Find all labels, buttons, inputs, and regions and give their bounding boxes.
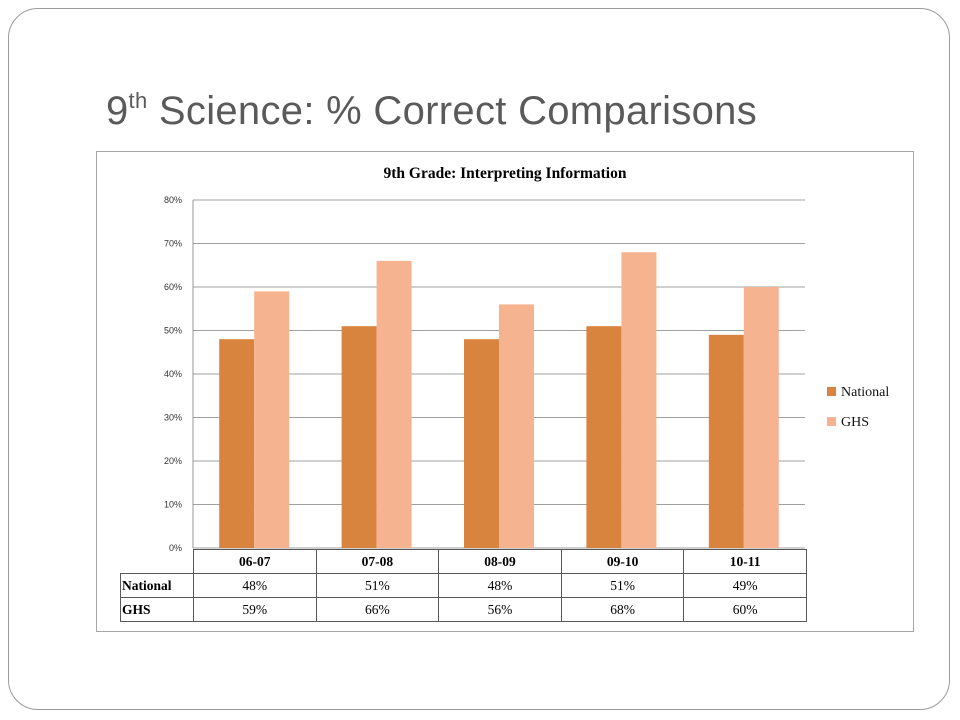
- bar-national: [464, 339, 499, 548]
- bar-ghs: [499, 304, 534, 548]
- y-tick-label: 0%: [169, 543, 182, 553]
- bar-ghs: [743, 287, 779, 548]
- data-table-cell: 48%: [438, 573, 562, 598]
- legend-swatch: [827, 417, 836, 426]
- data-table-cell: 56%: [438, 597, 562, 622]
- bar-ghs: [621, 252, 657, 548]
- y-tick-label: 50%: [164, 326, 182, 336]
- data-table-row-ghs: GHS 59% 66% 56% 68% 60%: [120, 597, 807, 622]
- y-tick-label: 70%: [164, 239, 182, 249]
- data-table: 06-07 07-08 08-09 09-10 10-11 National 4…: [120, 549, 807, 622]
- data-table-header-cell: 06-07: [193, 549, 317, 574]
- legend-swatch: [827, 387, 836, 396]
- y-tick-label: 10%: [164, 500, 182, 510]
- legend-label: GHS: [841, 415, 869, 430]
- chart-title: 9th Grade: Interpreting Information: [384, 165, 627, 182]
- data-table-header-cell: 07-08: [315, 549, 440, 574]
- slide-title-superscript: th: [128, 88, 148, 113]
- data-table-cell: 68%: [560, 597, 685, 622]
- bar-chart: 9th Grade: Interpreting Information 0% 10…: [164, 165, 889, 553]
- slide-title: 9th Science: % Correct Comparisons: [106, 88, 757, 134]
- bar-ghs: [376, 260, 412, 548]
- data-table-cell: 60%: [683, 597, 807, 622]
- data-table-cell: 51%: [315, 573, 440, 598]
- bar-national: [586, 326, 622, 548]
- chart-container: 9th Grade: Interpreting Information 0% 10…: [96, 151, 914, 632]
- data-table-header-row: 06-07 07-08 08-09 09-10 10-11: [120, 549, 807, 574]
- bar-ghs: [254, 291, 290, 548]
- bar-national: [708, 334, 744, 548]
- data-table-header-cell: 09-10: [560, 549, 685, 574]
- y-tick-label: 60%: [164, 282, 182, 292]
- bar-national: [341, 326, 377, 548]
- legend-label: National: [841, 385, 889, 400]
- slide-title-rest: Science: % Correct Comparisons: [147, 89, 758, 133]
- data-table-header-cell: 08-09: [438, 549, 562, 574]
- y-tick-label: 30%: [164, 413, 182, 423]
- data-table-row-national: National 48% 51% 48% 51% 49%: [120, 573, 807, 598]
- y-tick-label: 40%: [164, 369, 182, 379]
- data-table-row-label: National: [120, 573, 194, 598]
- bar-national: [219, 339, 255, 548]
- data-table-cell: 48%: [193, 573, 317, 598]
- data-table-header-cell: 10-11: [683, 549, 807, 574]
- y-tick-label: 80%: [164, 195, 182, 205]
- data-table-cell: 59%: [193, 597, 317, 622]
- data-table-cell: 51%: [560, 573, 685, 598]
- data-table-cell: 49%: [683, 573, 807, 598]
- slide-title-prefix: 9: [106, 89, 129, 133]
- y-tick-label: 20%: [164, 456, 182, 466]
- data-table-row-label: GHS: [120, 597, 194, 622]
- data-table-cell: 66%: [315, 597, 440, 622]
- data-table-corner: [120, 549, 194, 574]
